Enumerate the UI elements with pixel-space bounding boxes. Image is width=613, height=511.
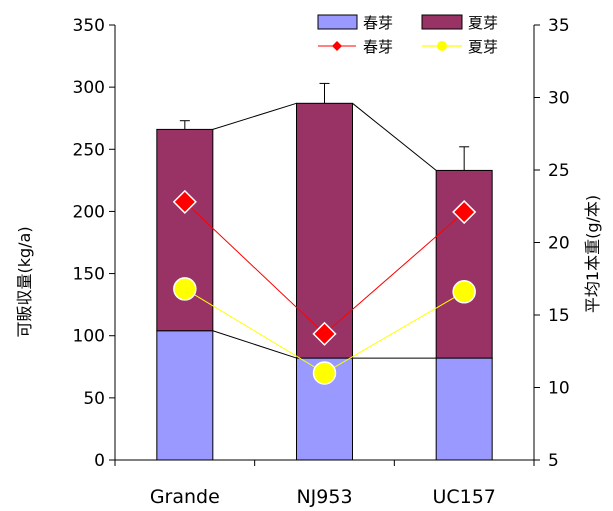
legend-label-bar-0: 春芽	[363, 14, 393, 32]
stack-connector-1-0	[212, 102, 297, 130]
bar-spring-Grande	[156, 330, 214, 461]
legend-swatch-bar-0	[317, 14, 358, 30]
legend-swatch-bar-1	[421, 14, 463, 30]
y-right-tick-label: 25	[548, 161, 570, 181]
y-right-tick-label: 20	[548, 234, 570, 254]
legend-label-bar-1: 夏芽	[468, 14, 498, 32]
bar-spring-UC157	[435, 357, 493, 461]
y-left-tick-label: 250	[73, 140, 105, 160]
y-right-tick-label: 15	[548, 306, 570, 326]
line-marker-0-NJ953	[312, 321, 337, 346]
legend: 春芽 夏芽 春芽 夏芽	[317, 14, 498, 56]
legend-label-line-0: 春芽	[363, 38, 393, 56]
y-right-tick-label: 5	[548, 451, 559, 471]
y-axis-right-label: 平均1本重(g/本)	[583, 195, 602, 313]
error-bars	[179, 82, 470, 171]
bar-summer-NJ953	[296, 102, 353, 359]
y-left-tick-label: 100	[73, 327, 105, 347]
stack-connector-lines	[212, 102, 437, 359]
y-left-tick-label: 150	[73, 265, 105, 285]
x-tick-label-Grande: Grande	[150, 486, 220, 508]
y-right-tick-label: 35	[548, 16, 570, 36]
bar-summer-UC157	[435, 169, 493, 359]
y-left-tick-label: 50	[83, 389, 105, 409]
legend-marker-0	[332, 41, 342, 51]
y-axis-left-label: 可販収量(kg/a)	[15, 226, 34, 337]
x-tick-label-NJ953: NJ953	[296, 486, 352, 508]
legend-label-line-1: 夏芽	[468, 38, 498, 56]
y-left-tick-label: 0	[94, 451, 105, 471]
y-right-tick-label: 10	[548, 379, 570, 399]
legend-marker-1	[437, 41, 447, 51]
axes: 0 50 100 150 200 250 300 350 5 10 15 20 25 30 35 Grande…	[73, 16, 570, 508]
y-left-tick-label: 200	[73, 202, 105, 222]
line-marker-0-UC157	[452, 199, 477, 225]
bars-layer	[156, 102, 493, 461]
line-marker-1-Grande	[173, 277, 197, 301]
line-marker-1-NJ953	[312, 361, 337, 385]
y-left-tick-label: 350	[73, 16, 105, 36]
line-series-layer	[172, 189, 477, 385]
line-marker-1-UC157	[452, 280, 476, 304]
stack-connector-0-0	[212, 330, 297, 359]
x-tick-label-UC157: UC157	[432, 486, 495, 508]
y-right-tick-label: 30	[548, 89, 570, 109]
line-marker-0-Grande	[172, 189, 197, 214]
y-left-tick-label: 300	[73, 78, 105, 98]
stack-connector-1-1	[352, 102, 437, 171]
